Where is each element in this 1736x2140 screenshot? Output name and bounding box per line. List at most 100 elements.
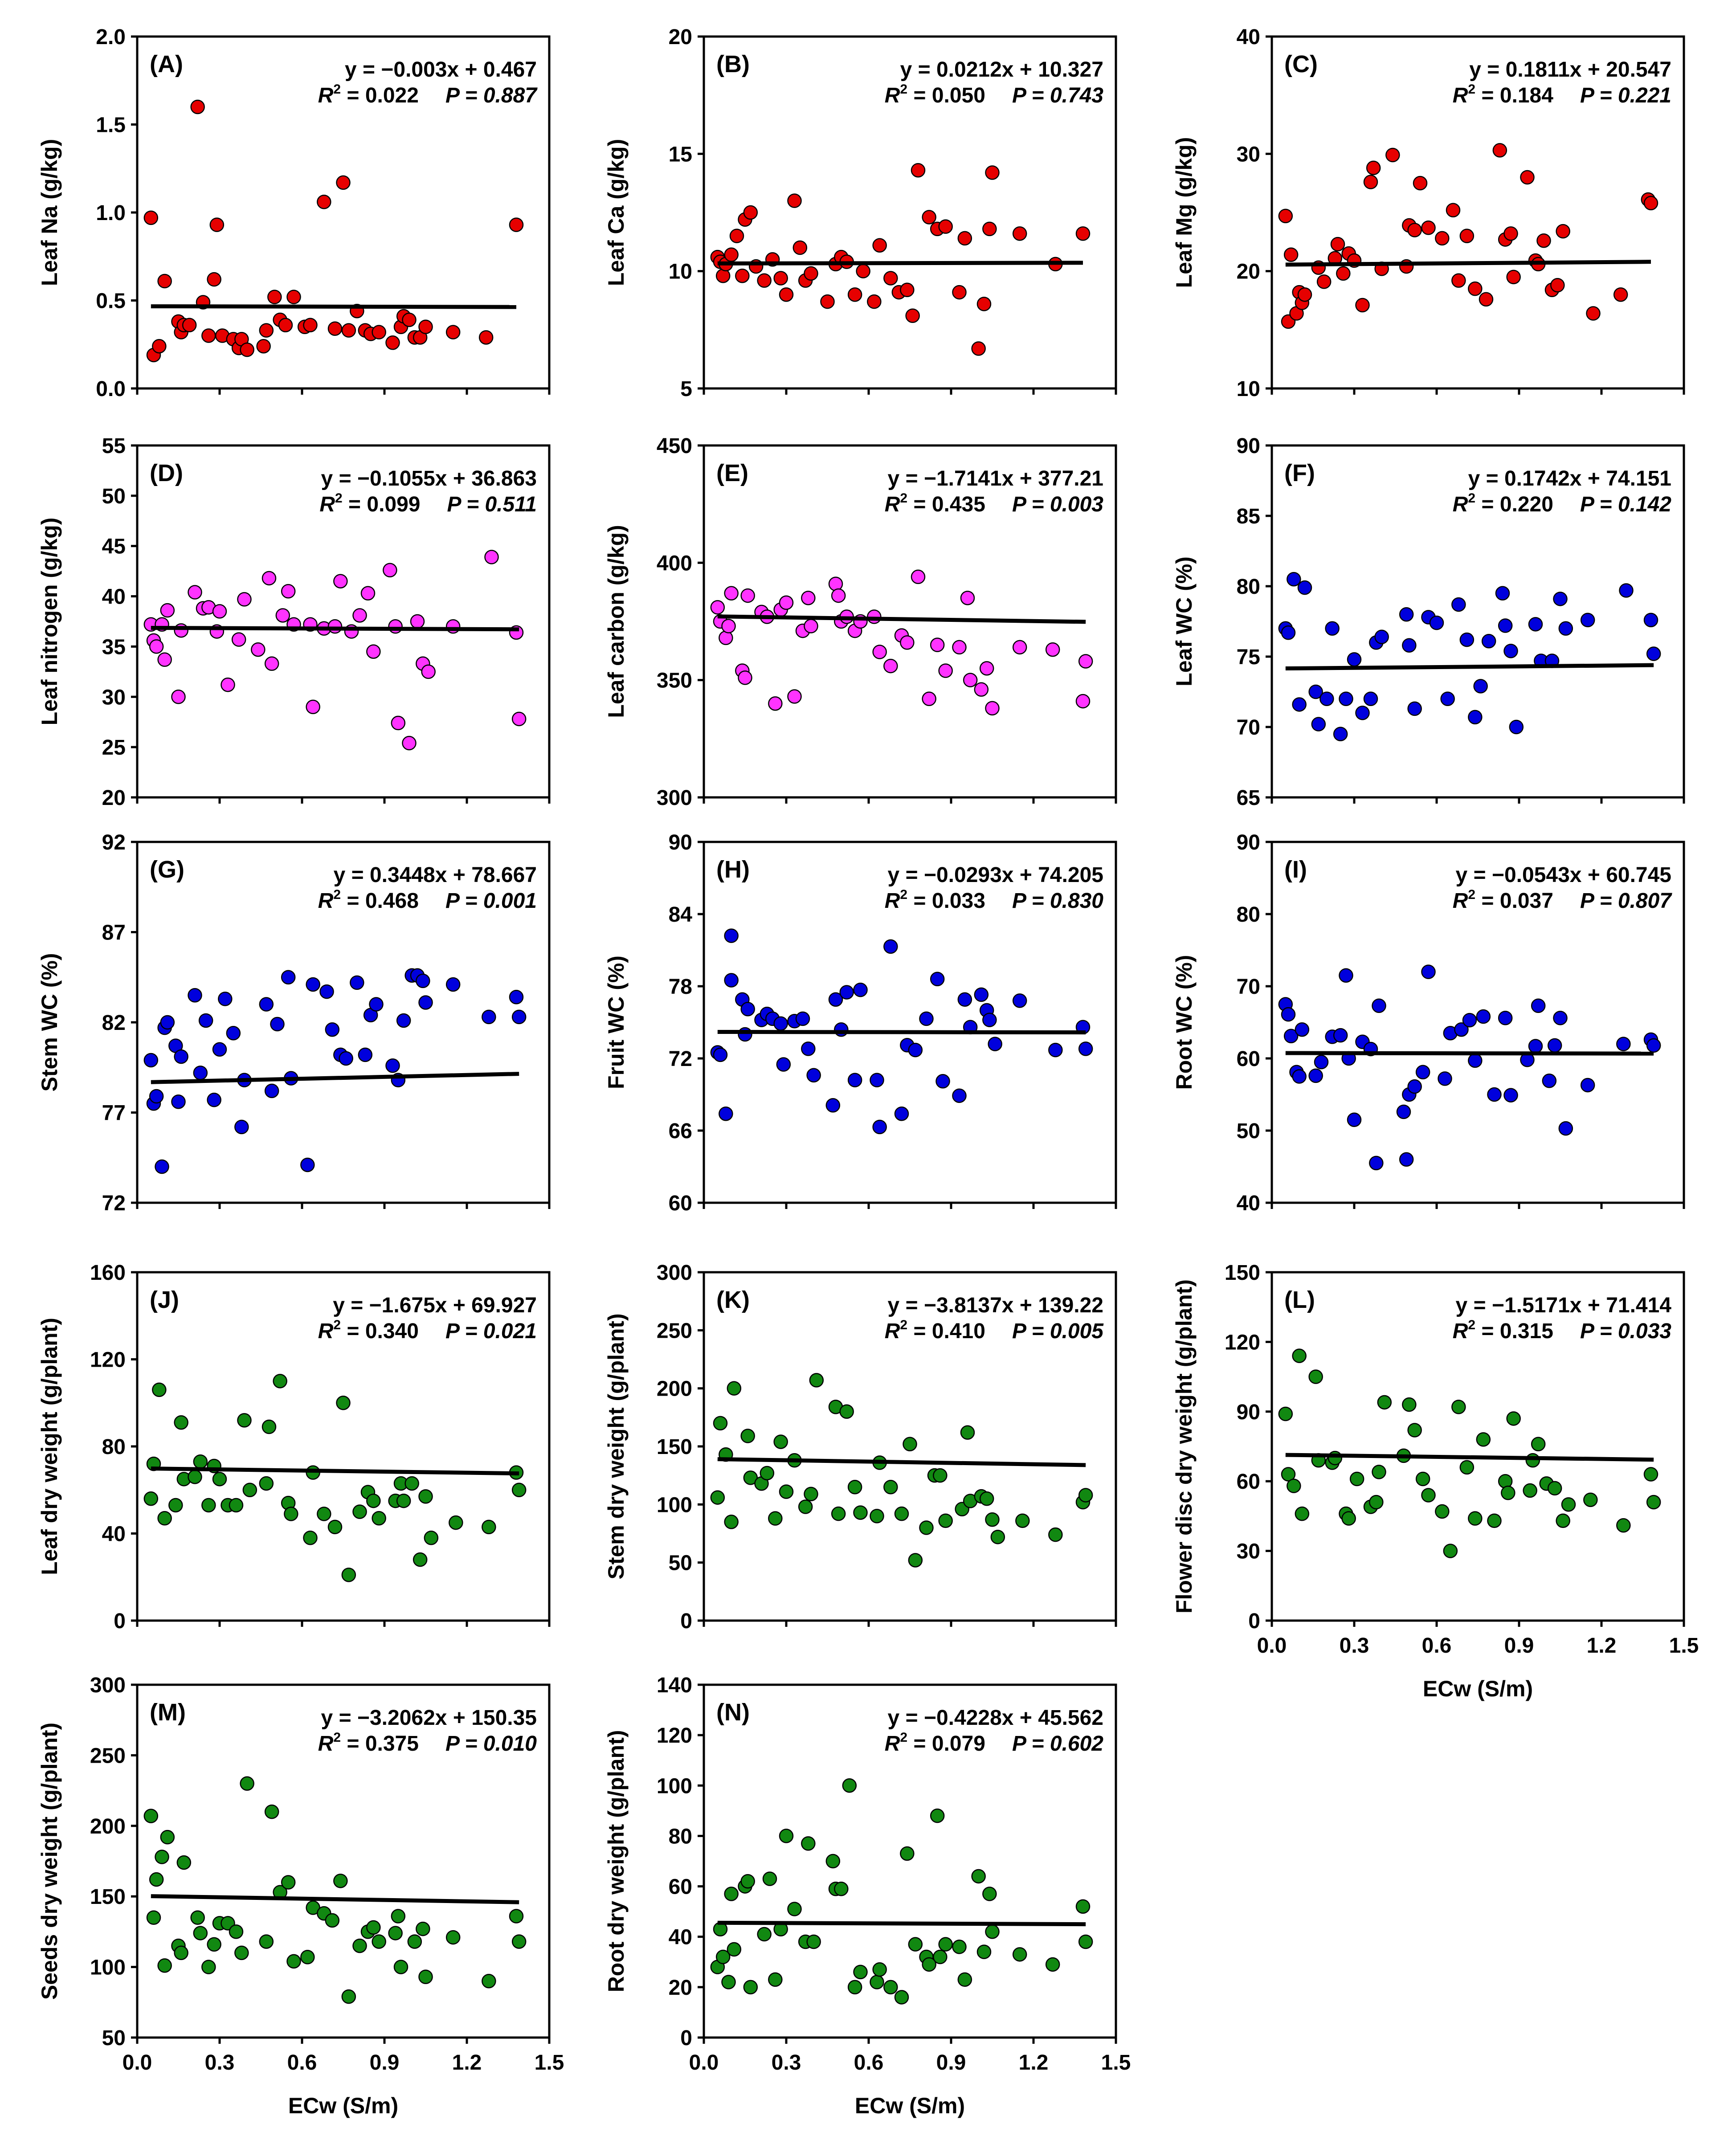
y-tick-label: 0 — [1248, 1609, 1260, 1633]
y-axis-label: Leaf Na (g/kg) — [37, 139, 62, 286]
y-tick-label: 90 — [669, 831, 692, 854]
regression-equation: y = −3.8137x + 139.22 — [888, 1294, 1103, 1317]
data-point — [1643, 196, 1658, 211]
data-point — [350, 975, 364, 990]
plot-frame — [703, 35, 1117, 390]
data-point — [982, 1887, 997, 1901]
data-point — [366, 644, 381, 659]
chart-panel: 0 50 100 150 200 250 300 Stem dry weight (g/pla… — [604, 1261, 1117, 1633]
data-point — [341, 1989, 356, 2004]
data-point — [201, 1498, 216, 1513]
data-point — [1078, 654, 1093, 669]
chart-panel: 0.0 0.5 1.0 1.5 2.0 Leaf Na (g/kg) (A) y = −0.0… — [37, 25, 551, 401]
data-point — [275, 608, 290, 623]
data-point — [1501, 1486, 1515, 1500]
data-point — [713, 1047, 728, 1062]
x-tick-label: 0.3 — [1340, 1634, 1369, 1658]
regression-stats: R2 = 0.022 P = 0.887 — [318, 82, 538, 107]
y-tick-label: 65 — [1237, 786, 1260, 810]
x-tick-label: 0.9 — [936, 2051, 966, 2075]
y-tick-label: 1.5 — [96, 114, 126, 137]
data-point — [804, 1487, 818, 1502]
y-tick-label: 87 — [102, 921, 126, 945]
r2-symbol: R — [885, 84, 900, 107]
data-point — [976, 297, 992, 311]
data-point — [259, 997, 274, 1012]
data-point — [900, 1846, 915, 1861]
data-point — [281, 584, 296, 599]
data-point — [853, 1964, 868, 1980]
data-point — [418, 1969, 433, 1985]
y-tick-label: 30 — [1237, 1540, 1260, 1564]
x-tick-label: 0.6 — [854, 2051, 884, 2075]
data-point — [1580, 1078, 1595, 1093]
r2-value: = 0.220 — [1475, 493, 1553, 516]
data-point — [207, 272, 221, 287]
y-tick-label: 120 — [657, 1724, 692, 1748]
data-point — [710, 600, 725, 615]
data-point — [1536, 233, 1551, 248]
data-point — [1078, 1041, 1093, 1056]
chart-panel: 10 20 30 40 Leaf Mg (g/kg) (C) y = 0.1811x + 2… — [1172, 25, 1685, 401]
data-point — [957, 992, 972, 1007]
data-point — [300, 1157, 315, 1172]
data-point — [1643, 613, 1658, 628]
data-point — [281, 1875, 296, 1890]
data-point — [883, 1479, 898, 1495]
y-axis-label: Leaf Mg (g/kg) — [1172, 137, 1197, 288]
data-point — [212, 1042, 227, 1057]
data-point — [870, 1509, 884, 1523]
data-point — [1402, 1397, 1417, 1412]
data-point — [388, 619, 403, 634]
data-point — [234, 1945, 249, 1960]
data-point — [306, 977, 320, 992]
r2-value: = 0.435 — [907, 493, 985, 516]
data-point — [1438, 1071, 1452, 1086]
y-tick-label: 50 — [1237, 1119, 1260, 1143]
r2-superscript: 2 — [333, 1318, 341, 1332]
regression-line — [151, 1466, 519, 1476]
regression-line — [1285, 663, 1654, 671]
data-point — [1616, 1037, 1631, 1051]
data-point — [1435, 1504, 1450, 1519]
y-tick-label: 72 — [669, 1047, 692, 1071]
data-point — [919, 1011, 934, 1026]
data-point — [511, 1934, 527, 1949]
data-point — [1547, 1481, 1562, 1496]
regression-line — [717, 1920, 1086, 1927]
data-point — [188, 585, 202, 600]
data-point — [511, 1482, 527, 1497]
data-point — [418, 319, 433, 334]
data-point — [938, 1513, 953, 1528]
data-point — [779, 287, 794, 302]
data-point — [155, 1159, 169, 1174]
x-tick-label: 1.5 — [535, 2051, 564, 2075]
data-point — [831, 588, 846, 603]
data-point — [168, 1498, 183, 1513]
plot-frame — [136, 1683, 551, 2039]
data-point — [1446, 203, 1461, 217]
data-point — [930, 972, 945, 987]
r2-value: = 0.037 — [1475, 889, 1553, 913]
data-point — [385, 335, 400, 350]
data-point — [190, 1910, 205, 1925]
x-tick-label: 0.0 — [1257, 1634, 1287, 1658]
y-tick-label: 30 — [1237, 143, 1260, 166]
data-point — [938, 1937, 953, 1952]
regression-line — [1285, 1453, 1654, 1462]
data-point — [404, 1476, 419, 1491]
data-point — [883, 658, 898, 674]
r2-value: = 0.184 — [1475, 84, 1553, 107]
data-point — [1459, 1460, 1475, 1475]
data-point — [724, 247, 739, 262]
p-value: P = 0.221 — [1580, 84, 1671, 107]
panel-label: (D) — [150, 460, 183, 486]
data-point — [1048, 1527, 1063, 1542]
r2-superscript: 2 — [333, 887, 341, 902]
data-point — [1459, 632, 1475, 647]
y-tick-label: 400 — [657, 551, 692, 575]
x-tick-label: 0.3 — [205, 2051, 235, 2075]
data-point — [1372, 1465, 1386, 1479]
data-point — [229, 1498, 244, 1513]
data-point — [1075, 226, 1091, 241]
